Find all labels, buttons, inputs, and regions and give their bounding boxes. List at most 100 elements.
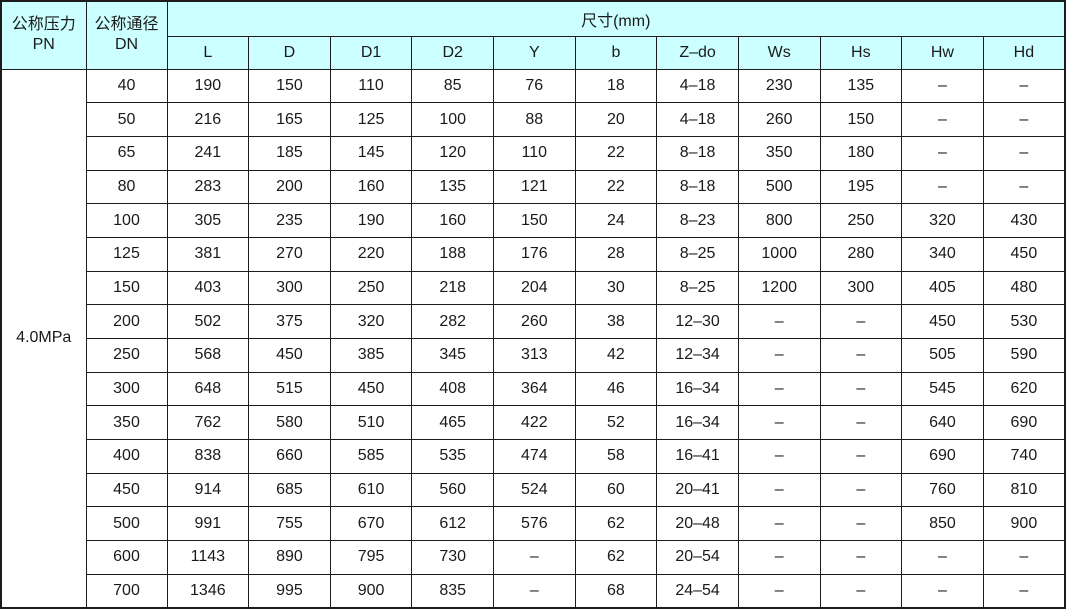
value-cell: 22 bbox=[574, 169, 658, 205]
value-cell: 405 bbox=[901, 270, 984, 306]
value-cell: 150 bbox=[493, 203, 576, 238]
value-cell: 800 bbox=[737, 203, 821, 238]
column-header: b bbox=[574, 35, 658, 70]
value-cell: 165 bbox=[248, 102, 331, 137]
value-cell: – bbox=[819, 506, 903, 542]
value-cell: 260 bbox=[493, 304, 576, 339]
dn-cell: 200 bbox=[85, 304, 168, 339]
value-cell: 135 bbox=[819, 68, 903, 104]
value-cell: 795 bbox=[329, 540, 413, 575]
value-cell: 685 bbox=[248, 472, 331, 508]
value-cell: – bbox=[819, 371, 903, 407]
value-cell: 282 bbox=[411, 304, 494, 339]
value-cell: – bbox=[737, 506, 821, 542]
table-row: 250 568 450 385 345 313 42 12–34– –505 590 bbox=[1, 338, 1066, 373]
value-cell: 8–25 bbox=[656, 270, 739, 306]
value-cell: 1143 bbox=[166, 540, 250, 575]
value-cell: 20–54 bbox=[656, 540, 739, 575]
value-cell: 995 bbox=[248, 573, 331, 609]
value-cell: 76 bbox=[493, 68, 576, 104]
value-cell: 20–48 bbox=[656, 506, 739, 542]
value-cell: 4–18 bbox=[656, 102, 739, 137]
value-cell: 8–18 bbox=[656, 169, 739, 205]
value-cell: 576 bbox=[493, 506, 576, 542]
value-cell: 740 bbox=[982, 439, 1066, 474]
value-cell: 620 bbox=[982, 371, 1066, 407]
value-cell: – bbox=[493, 540, 576, 575]
value-cell: 176 bbox=[493, 236, 576, 272]
value-cell: 450 bbox=[248, 338, 331, 373]
value-cell: 218 bbox=[411, 270, 494, 306]
value-cell: 38 bbox=[574, 304, 658, 339]
table-row: 400 838 660 585 535 474 58 16–41– –690 740 bbox=[1, 439, 1066, 474]
dn-cell: 125 bbox=[85, 236, 168, 272]
value-cell: 135 bbox=[411, 169, 494, 205]
dn-cell: 300 bbox=[85, 371, 168, 407]
value-cell: 505 bbox=[901, 338, 984, 373]
value-cell: 8–23 bbox=[656, 203, 739, 238]
dn-cell: 700 bbox=[85, 573, 168, 609]
value-cell: – bbox=[901, 169, 984, 205]
value-cell: 375 bbox=[248, 304, 331, 339]
value-cell: 345 bbox=[411, 338, 494, 373]
value-cell: 8–25 bbox=[656, 236, 739, 272]
value-cell: 545 bbox=[901, 371, 984, 407]
value-cell: 100 bbox=[411, 102, 494, 137]
value-cell: – bbox=[737, 405, 821, 441]
value-cell: 188 bbox=[411, 236, 494, 272]
value-cell: 250 bbox=[819, 203, 903, 238]
table-body: 4.0MPa 40 190 150 110 85 76 18 4–18 230 135– –50 216… bbox=[0, 68, 1066, 609]
column-header: Hs bbox=[819, 35, 903, 70]
dn-cell: 40 bbox=[85, 68, 168, 104]
column-header: D2 bbox=[411, 35, 494, 70]
value-cell: 835 bbox=[411, 573, 494, 609]
value-cell: 648 bbox=[166, 371, 250, 407]
value-cell: 502 bbox=[166, 304, 250, 339]
value-cell: 450 bbox=[982, 236, 1066, 272]
value-cell: 568 bbox=[166, 338, 250, 373]
column-header: Hd bbox=[982, 35, 1066, 70]
value-cell: 755 bbox=[248, 506, 331, 542]
value-cell: 991 bbox=[166, 506, 250, 542]
table-row: 4.0MPa 40 190 150 110 85 76 18 4–18 230 135– – bbox=[0, 68, 1066, 609]
value-cell: 250 bbox=[329, 270, 413, 306]
value-cell: 914 bbox=[166, 472, 250, 508]
dn-cell: 65 bbox=[85, 135, 168, 171]
value-cell: 180 bbox=[819, 135, 903, 171]
value-cell: – bbox=[982, 135, 1066, 171]
dn-cell: 100 bbox=[85, 203, 168, 238]
value-cell: 422 bbox=[493, 405, 576, 441]
value-cell: 340 bbox=[901, 236, 984, 272]
value-cell: 220 bbox=[329, 236, 413, 272]
value-cell: – bbox=[819, 472, 903, 508]
value-cell: 46 bbox=[574, 371, 658, 407]
value-cell: 283 bbox=[166, 169, 250, 205]
value-cell: 890 bbox=[248, 540, 331, 575]
value-cell: 18 bbox=[574, 68, 658, 104]
table-row: 80 283 200 160 135 121 22 8–18 500 195– – bbox=[1, 169, 1066, 205]
dn-cell: 500 bbox=[85, 506, 168, 542]
value-cell: – bbox=[737, 338, 821, 373]
value-cell: 8–18 bbox=[656, 135, 739, 171]
value-cell: 810 bbox=[982, 472, 1066, 508]
value-cell: 185 bbox=[248, 135, 331, 171]
value-cell: 12–30 bbox=[656, 304, 739, 339]
value-cell: 480 bbox=[982, 270, 1066, 306]
value-cell: 760 bbox=[901, 472, 984, 508]
value-cell: 204 bbox=[493, 270, 576, 306]
value-cell: – bbox=[737, 304, 821, 339]
value-cell: 4–18 bbox=[656, 68, 739, 104]
value-cell: 160 bbox=[329, 169, 413, 205]
value-cell: 610 bbox=[329, 472, 413, 508]
column-header: Hw bbox=[901, 35, 984, 70]
value-cell: – bbox=[737, 573, 821, 609]
value-cell: 16–34 bbox=[656, 371, 739, 407]
value-cell: 313 bbox=[493, 338, 576, 373]
value-cell: 30 bbox=[574, 270, 658, 306]
value-cell: 381 bbox=[166, 236, 250, 272]
value-cell: 900 bbox=[329, 573, 413, 609]
value-cell: 530 bbox=[982, 304, 1066, 339]
value-cell: 230 bbox=[737, 68, 821, 104]
size-group-header: 尺寸(mm) bbox=[166, 0, 1066, 37]
